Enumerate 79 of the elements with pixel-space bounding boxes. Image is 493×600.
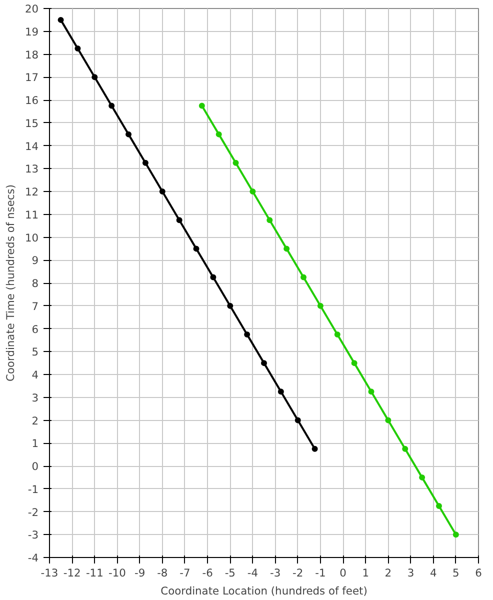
y-tick-label: 5 [32, 346, 38, 359]
y-tick-label: 8 [32, 277, 39, 290]
point [250, 188, 256, 194]
y-tick-label: 4 [32, 368, 39, 382]
x-tick-label: 0 [340, 566, 347, 580]
y-tick-label: 9 [32, 254, 39, 268]
y-tick-label: 3 [32, 391, 38, 404]
point [278, 388, 284, 395]
x-tick-label: 3 [407, 566, 414, 580]
y-tick-label: 11 [24, 208, 39, 222]
point [419, 474, 426, 480]
point [436, 503, 442, 510]
point [385, 417, 392, 424]
point [159, 188, 166, 194]
point [244, 331, 250, 338]
y-tick-label: 7 [32, 300, 38, 313]
y-tick-label: 17 [24, 71, 39, 84]
y-tick-label: 18 [24, 48, 39, 62]
point [284, 246, 290, 252]
y-tick-label: 10 [24, 231, 39, 244]
x-tick-label: -1 [315, 566, 326, 580]
point [198, 102, 205, 109]
point [232, 160, 239, 166]
point [92, 74, 98, 80]
point [452, 532, 459, 538]
point [317, 302, 324, 309]
x-tick-label: -4 [247, 566, 258, 580]
point [74, 46, 81, 52]
x-tick-label: 5 [452, 566, 460, 580]
y-tick-label: 15 [24, 116, 39, 130]
x-tick-label: -10 [108, 566, 126, 580]
point [368, 388, 374, 395]
y-tick-label: 2 [32, 414, 38, 428]
y-tick-label: 1 [32, 437, 38, 450]
x-tick-label: -3 [270, 566, 281, 580]
point [351, 360, 358, 366]
point [216, 131, 222, 138]
point [126, 131, 132, 138]
x-tick-label: 1 [362, 566, 369, 580]
y-tick-label: 0 [32, 460, 39, 473]
x-tick-label: -13 [40, 566, 58, 580]
y-tick-label: -3 [28, 528, 39, 542]
point [294, 417, 301, 424]
x-tick-label: -8 [157, 566, 168, 580]
y-tick-label: -2 [28, 506, 39, 519]
point [227, 302, 234, 309]
x-tick-label: -12 [63, 566, 81, 580]
point [210, 274, 216, 280]
y-tick-label: 16 [24, 94, 39, 107]
point [193, 246, 200, 252]
x-tick-label: -6 [202, 566, 214, 580]
y-axis-title: Coordinate Time (hundreds of nsecs) [4, 184, 17, 382]
y-tick-label: 12 [24, 186, 39, 198]
y-tick-label: -4 [28, 552, 39, 564]
y-tick-label: 20 [24, 2, 39, 16]
point [108, 102, 115, 109]
y-tick-label: 6 [32, 322, 39, 336]
point [266, 217, 273, 224]
y-tick-label: 13 [24, 162, 39, 176]
point [142, 160, 148, 166]
x-tick-label: 6 [475, 566, 482, 580]
y-tick-label: 19 [24, 25, 39, 38]
y-tick-label: 14 [24, 140, 39, 153]
x-tick-label: -2 [292, 566, 304, 580]
x-axis-title: Coordinate Location (hundreds of feet) [160, 584, 368, 598]
x-tick-label: 2 [384, 566, 392, 580]
x-tick-label: -9 [134, 566, 146, 580]
point [402, 446, 408, 452]
point [176, 217, 182, 224]
point [300, 274, 307, 280]
x-tick-label: 4 [430, 566, 437, 580]
point [334, 331, 340, 338]
y-tick-label: -1 [28, 482, 39, 496]
point [261, 360, 267, 366]
x-tick-label: -5 [224, 566, 236, 580]
point [312, 446, 318, 452]
x-tick-label: -11 [86, 566, 104, 580]
x-tick-label: -7 [180, 566, 190, 580]
point [58, 16, 64, 23]
